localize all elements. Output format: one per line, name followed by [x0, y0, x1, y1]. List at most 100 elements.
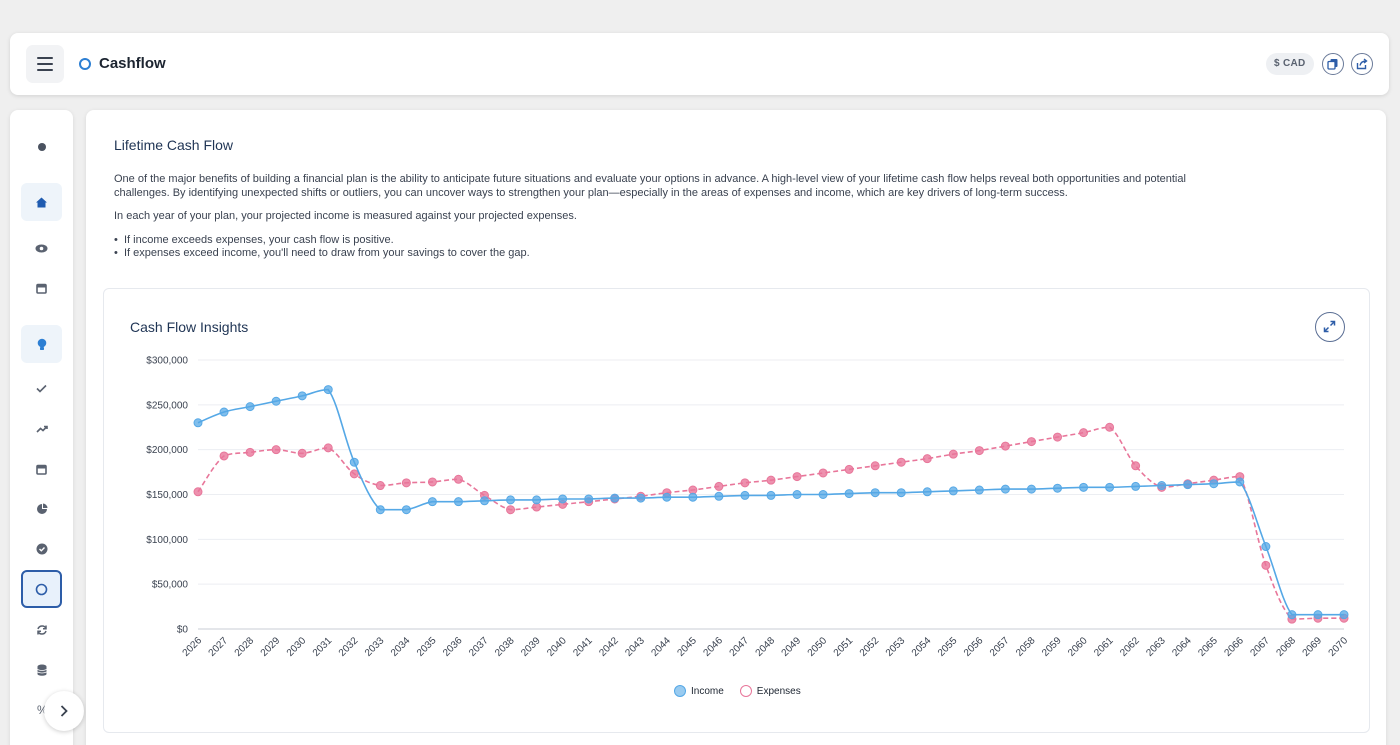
x-tick-label: 2045: [675, 635, 699, 659]
refresh-icon: [36, 625, 47, 635]
income-series-line: [197, 388, 1344, 616]
sidebar-item-allocation[interactable]: [21, 490, 62, 528]
expenses-data-point: [792, 472, 802, 482]
sidebar-item-calendar[interactable]: [21, 269, 62, 307]
x-tick-label: 2037: [467, 635, 491, 659]
expenses-data-point: [193, 487, 203, 497]
income-data-point: [818, 490, 828, 499]
income-data-point: [1053, 483, 1062, 493]
income-data-point: [375, 505, 385, 515]
expand-sidebar-button[interactable]: [44, 691, 84, 731]
income-data-point: [610, 493, 620, 503]
x-tick-label: 2048: [754, 635, 778, 659]
sidebar-item-verified[interactable]: [21, 530, 62, 568]
x-tick-label: 2066: [1222, 635, 1246, 659]
x-tick-label: 2041: [571, 635, 595, 659]
sidebar-item-sync[interactable]: [21, 611, 62, 649]
income-data-point: [1131, 481, 1141, 491]
expenses-data-point: [818, 468, 828, 478]
check-circle-icon: [36, 543, 47, 555]
expenses-data-point: [349, 469, 359, 479]
income-data-point: [245, 402, 255, 412]
x-tick-label: 2059: [1040, 635, 1064, 659]
circle-icon: [35, 583, 48, 595]
expenses-data-point: [766, 475, 776, 485]
x-tick-label: 2034: [389, 635, 413, 659]
share-icon: [1356, 58, 1368, 70]
currency-badge[interactable]: $ CAD: [1266, 53, 1314, 75]
percent-icon[interactable]: %: [37, 703, 48, 717]
chart-card: Cash Flow Insights $0 $50,000 $100,000 $150…: [103, 288, 1370, 733]
x-tick-label: 2046: [702, 635, 726, 659]
income-data-point: [1183, 480, 1193, 490]
calendar-icon: [36, 283, 47, 294]
hamburger-icon: [37, 57, 53, 59]
x-tick-label: 2033: [363, 635, 387, 659]
expenses-data-point: [896, 457, 906, 467]
income-data-point: [1235, 477, 1245, 487]
sidebar-item-cashflow[interactable]: [21, 570, 62, 608]
x-tick-label: 2063: [1144, 635, 1168, 659]
y-tick-label: $300,000: [146, 356, 188, 367]
x-tick-label: 2049: [780, 635, 804, 659]
y-tick-label: $0: [177, 625, 189, 636]
chevron-right-icon: [60, 705, 68, 717]
income-data-point: [896, 488, 906, 498]
x-tick-label: 2030: [285, 635, 309, 659]
income-data-point: [1287, 610, 1297, 620]
sidebar-item-schedule[interactable]: [21, 450, 62, 488]
y-tick-label: $100,000: [146, 535, 188, 546]
expenses-data-point: [271, 445, 281, 455]
x-tick-label: 2044: [649, 635, 673, 659]
list-item: If income exceeds expenses, your cash fl…: [114, 234, 530, 247]
income-data-point: [922, 487, 932, 497]
income-data-point: [219, 407, 229, 417]
sidebar-item-database[interactable]: [21, 651, 62, 689]
x-tick-label: 2040: [545, 635, 569, 659]
sidebar-item-dot[interactable]: [21, 128, 62, 166]
sidebar-item-check[interactable]: [21, 369, 62, 407]
expenses-data-point: [427, 477, 437, 487]
income-data-point: [948, 486, 958, 496]
sidebar-item-insights[interactable]: [21, 325, 62, 363]
expenses-data-point: [297, 448, 307, 458]
income-data-point: [870, 488, 880, 498]
income-data-point: [401, 505, 411, 515]
x-tick-label: 2060: [1066, 635, 1090, 659]
fullscreen-button[interactable]: [1315, 312, 1345, 342]
sidebar-item-view[interactable]: [21, 229, 62, 267]
expenses-data-point: [1105, 422, 1115, 432]
pie-chart-icon: [36, 503, 47, 514]
expenses-data-point: [974, 446, 984, 456]
income-data-point: [323, 385, 333, 395]
section-title: Lifetime Cash Flow: [114, 137, 234, 153]
x-tick-label: 2035: [415, 635, 439, 659]
sidebar-item-home[interactable]: [21, 183, 62, 221]
income-data-point: [844, 489, 854, 499]
income-data-point: [688, 492, 698, 502]
income-data-point: [349, 457, 359, 467]
top-bar: Cashflow $ CAD: [10, 33, 1389, 95]
expenses-data-point: [922, 454, 932, 464]
expenses-data-point: [323, 443, 333, 453]
database-icon: [36, 664, 47, 676]
bullet-list: If income exceeds expenses, your cash fl…: [114, 234, 530, 260]
cash-flow-chart: $0 $50,000 $100,000 $150,000 $200,000 $250,00…: [146, 356, 1350, 659]
expenses-legend-marker[interactable]: [739, 685, 752, 697]
expenses-data-point: [948, 449, 958, 459]
intro-paragraph-2: In each year of your plan, your projecte…: [114, 210, 577, 222]
menu-button[interactable]: [26, 45, 64, 83]
income-data-point: [480, 496, 489, 506]
income-data-point: [974, 485, 984, 495]
x-tick-label: 2068: [1275, 635, 1299, 659]
sidebar-item-trends[interactable]: [21, 410, 62, 448]
intro-line: One of the major benefits of building a …: [114, 173, 1186, 185]
income-data-point: [271, 396, 281, 406]
copy-button[interactable]: [1322, 53, 1344, 75]
legend-label-income: Income: [691, 685, 724, 697]
x-tick-label: 2051: [832, 635, 856, 659]
x-tick-label: 2050: [806, 635, 830, 659]
income-legend-marker[interactable]: [674, 685, 686, 697]
share-button[interactable]: [1351, 53, 1373, 75]
x-tick-label: 2055: [936, 635, 960, 659]
